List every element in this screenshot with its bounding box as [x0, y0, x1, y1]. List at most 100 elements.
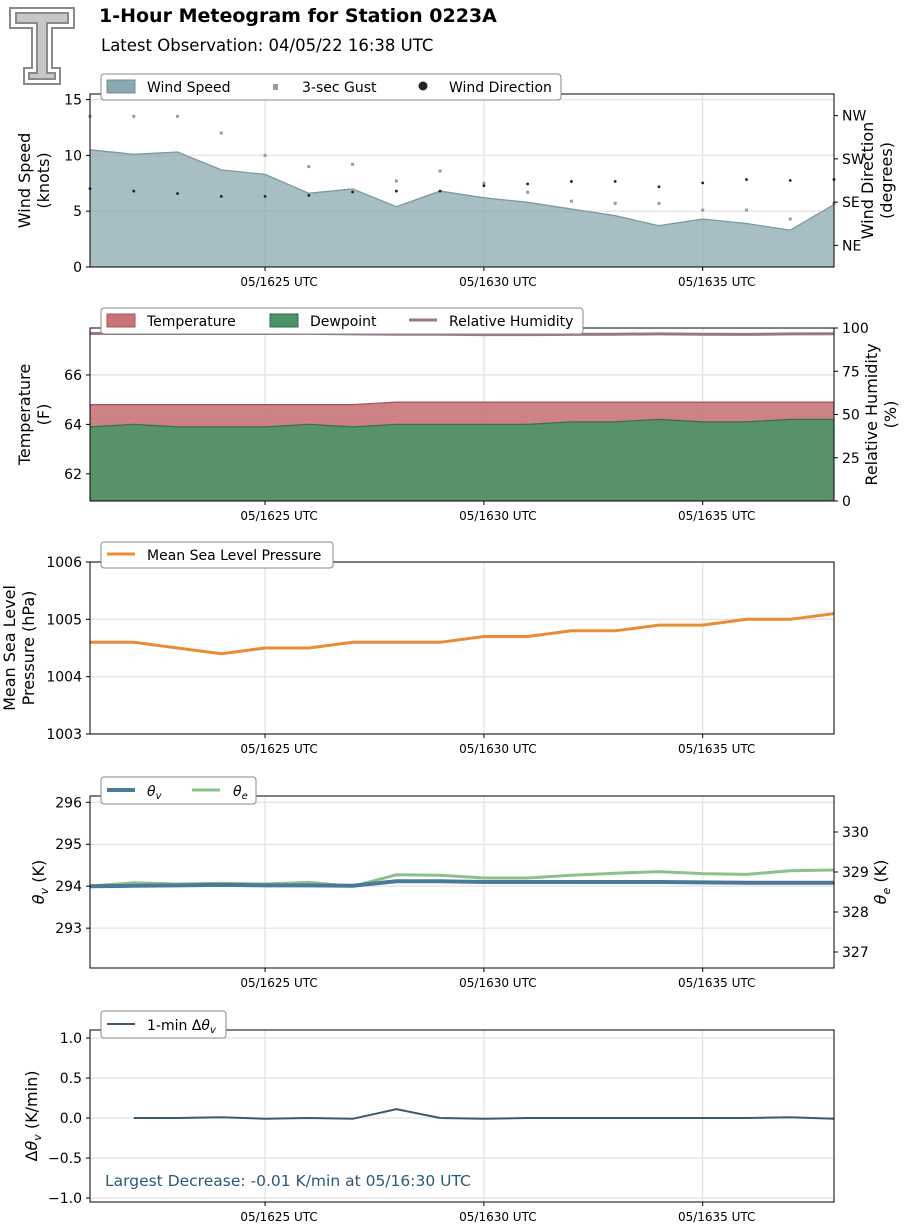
gust-marker	[307, 165, 311, 169]
gust-marker	[744, 208, 748, 212]
y-tick-label: 10	[64, 148, 82, 164]
x-tick-label: 05/1630 UTC	[459, 509, 536, 523]
wind-direction-marker	[176, 192, 179, 195]
legend-marker-wind-direction	[418, 81, 428, 91]
y2-tick-label: NW	[842, 109, 866, 125]
y-tick-label: −0.5	[48, 1151, 82, 1167]
legend-pressure: Mean Sea Level Pressure	[147, 548, 321, 564]
y-tick-label: 1.0	[60, 1031, 82, 1047]
y2-tick-label: 329	[842, 865, 869, 881]
legend-humidity: Relative Humidity	[449, 314, 573, 330]
dewpoint-area	[90, 419, 834, 501]
wind-direction-marker	[219, 194, 223, 198]
wind-direction-marker	[438, 189, 442, 193]
gust-marker	[351, 162, 355, 166]
x-tick-label: 05/1630 UTC	[459, 742, 536, 756]
y-tick-label: 0.5	[60, 1071, 82, 1087]
largest-decrease-annotation: Largest Decrease: -0.01 K/min at 05/16:3…	[105, 1172, 471, 1190]
temperature-axis-label: Temperature(F)	[15, 364, 53, 466]
y2-tick-label: SW	[842, 152, 865, 168]
legend-swatch-temperature	[106, 313, 136, 328]
gust-marker	[263, 153, 267, 157]
legend-dewpoint: Dewpoint	[310, 314, 377, 330]
theta-v-axis-label: θv (K)	[29, 860, 51, 904]
y2-tick-label: 75	[842, 364, 860, 380]
gust-marker	[569, 199, 573, 203]
x-tick-label: 05/1625 UTC	[240, 275, 317, 289]
y2-tick-label: 25	[842, 451, 860, 467]
x-tick-label: 05/1635 UTC	[678, 509, 755, 523]
legend-swatch-wind-speed	[106, 79, 136, 94]
plot-frame	[89, 1029, 835, 1203]
y2-tick-label: 328	[842, 905, 869, 921]
x-tick-label: 05/1635 UTC	[678, 1210, 755, 1224]
legend-wind-speed: Wind Speed	[147, 80, 231, 96]
wind-direction-marker	[788, 179, 792, 182]
y-tick-label: 64	[64, 417, 82, 433]
wind-direction-marker	[701, 181, 705, 185]
delta-theta-panel: 05/1625 UTC 05/1630 UTC 05/1635 UTC −1.0 −0.…	[22, 1010, 835, 1224]
wind-direction-marker	[132, 189, 136, 193]
wind-direction-marker	[351, 190, 354, 194]
gust-marker	[526, 190, 530, 194]
y2-tick-label: 0	[842, 494, 851, 510]
gust-marker	[176, 114, 180, 118]
y-tick-label: 296	[55, 795, 82, 811]
dtheta-line	[133, 1108, 835, 1120]
pressure-legend: Mean Sea Level Pressure	[100, 541, 334, 569]
y-tick-label: 0.0	[60, 1111, 82, 1127]
x-tick-label: 05/1635 UTC	[678, 742, 755, 756]
temperature-line	[90, 401, 834, 406]
y-tick-label: 1004	[46, 670, 82, 686]
temperature-panel: 05/1625 UTC 05/1630 UTC 05/1635 UTC 62 64 66 0…	[15, 307, 900, 523]
theta-v-line	[89, 879, 834, 889]
gust-marker	[788, 217, 792, 221]
gust-marker	[613, 201, 617, 205]
y2-tick-label: 50	[842, 408, 860, 424]
legend-dtheta: 1-min Δθv	[147, 1018, 217, 1036]
theta-e-axis-label: θe (K)	[871, 860, 893, 905]
y-tick-label: −1.0	[48, 1191, 82, 1207]
wind-direction-marker	[526, 182, 530, 186]
legend-wind-direction: Wind Direction	[449, 80, 552, 96]
wind-direction-marker	[657, 185, 661, 189]
y-tick-label: 1005	[46, 612, 82, 628]
x-tick-label: 05/1625 UTC	[240, 509, 317, 523]
wind-direction-axis-label: Wind Direction(degrees)	[858, 122, 896, 240]
wind-direction-marker	[613, 180, 617, 183]
pressure-line	[90, 612, 835, 656]
x-tick-label: 05/1630 UTC	[459, 976, 536, 990]
wind-speed-axis-label: Wind Speed(knots)	[15, 133, 53, 228]
y2-tick-label: SE	[842, 195, 860, 211]
wind-speed-area	[90, 149, 834, 267]
y2-tick-label: NE	[842, 238, 861, 254]
gust-marker	[132, 114, 136, 118]
humidity-axis-label: Relative Humidity(%)	[862, 343, 900, 485]
dewpoint-line	[89, 418, 834, 428]
gust-marker	[394, 179, 398, 183]
texas-tech-logo	[9, 7, 75, 85]
gust-marker	[482, 181, 486, 185]
wind-direction-marker	[482, 184, 486, 188]
y2-tick-label: 327	[842, 945, 869, 961]
x-tick-label: 05/1630 UTC	[459, 275, 536, 289]
temperature-legend: Temperature Dewpoint Relative Humidity	[100, 307, 584, 335]
x-tick-label: 05/1625 UTC	[240, 976, 317, 990]
wind-direction-marker	[263, 194, 267, 198]
y2-tick-label: 100	[842, 321, 869, 337]
y-tick-label: 1003	[46, 727, 82, 743]
wind-direction-marker	[745, 178, 748, 181]
x-tick-label: 05/1625 UTC	[240, 742, 317, 756]
x-tick-label: 05/1635 UTC	[678, 976, 755, 990]
x-tick-label: 05/1635 UTC	[678, 275, 755, 289]
wind-speed-line	[89, 149, 835, 231]
y-tick-label: 293	[55, 921, 82, 937]
y-tick-label: 62	[64, 467, 82, 483]
legend-swatch-dewpoint	[269, 313, 299, 328]
gust-marker	[657, 201, 661, 205]
y2-tick-label: 330	[842, 825, 869, 841]
gust-marker	[701, 208, 705, 212]
gust-marker	[219, 131, 223, 135]
theta-panel: 05/1625 UTC 05/1630 UTC 05/1635 UTC 293 294 2…	[29, 776, 893, 990]
